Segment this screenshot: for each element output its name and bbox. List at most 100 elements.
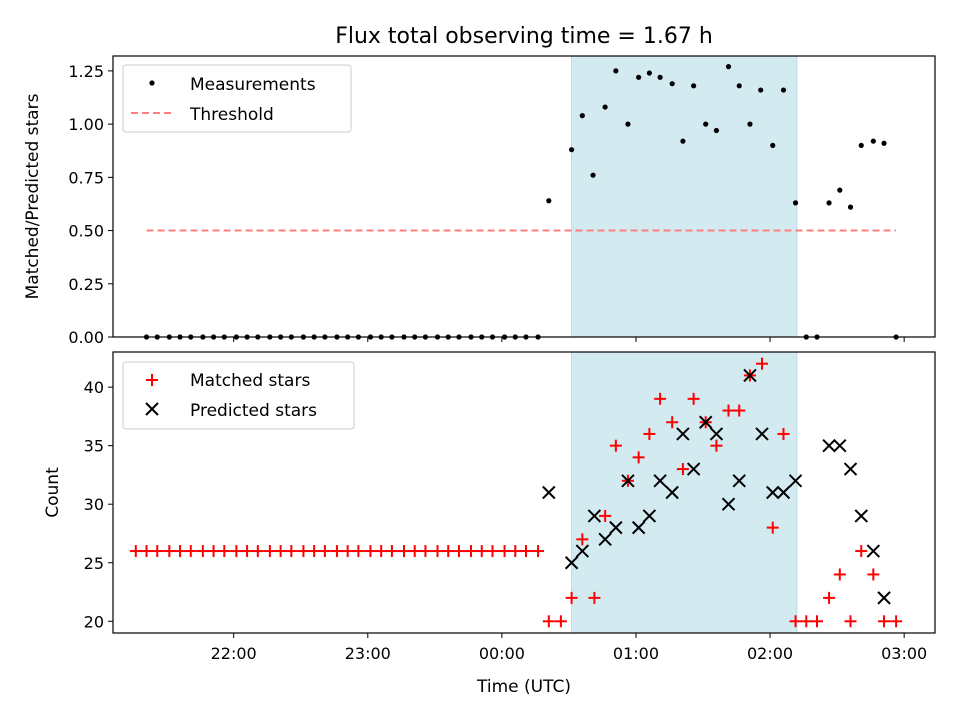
matched-star-point [129, 545, 142, 558]
matched-star-point [408, 545, 421, 558]
predicted-star-point [665, 485, 679, 500]
matched-star-point [431, 545, 444, 558]
predicted-star-point [609, 520, 623, 535]
matched-star-point [452, 545, 465, 558]
legend-marker-matched-stars [146, 374, 158, 386]
legend-marker-measurements [149, 80, 155, 86]
y-tick-label: 20 [84, 612, 104, 631]
predicted-star-point [587, 509, 602, 523]
measurement-point [780, 87, 787, 93]
matched-star-point [509, 545, 522, 558]
predicted-star-point [721, 497, 736, 511]
top-x-axis-ticks [233, 337, 905, 342]
measurement-point [837, 187, 843, 193]
predicted-star-point [776, 485, 791, 500]
measurement-point [770, 142, 776, 149]
bottom-y-axis-label: Count [43, 467, 63, 518]
matched-star-point [800, 615, 813, 628]
y-tick-label: 0.75 [68, 168, 104, 187]
matched-star-point [733, 404, 746, 417]
matched-star-point [599, 509, 612, 522]
matched-star-point [385, 545, 398, 558]
measurement-point [613, 68, 619, 74]
matched-star-point [654, 392, 667, 405]
predicted-star-point [732, 474, 746, 488]
top-y-axis-label: Matched/Predicted stars [23, 93, 43, 299]
matched-star-point [520, 545, 533, 558]
measurement-point [847, 204, 854, 210]
x-tick-label: 01:00 [613, 644, 659, 663]
bottom-x-axis-ticks: 22:00 23:00 00:00 01:00 02:00 03:00 [211, 633, 927, 663]
predicted-star-point [709, 427, 724, 441]
matched-star-point [676, 463, 689, 476]
matched-star-point [318, 545, 331, 558]
matched-star-point [465, 545, 478, 558]
predicted-star-point [653, 474, 667, 488]
measurement-point [758, 87, 764, 93]
measurement-point [881, 140, 887, 146]
predicted-star-point [843, 462, 858, 476]
matched-star-point [855, 545, 868, 558]
x-tick-label: 03:00 [881, 644, 927, 663]
measurement-point [680, 138, 686, 144]
measurement-point [569, 147, 575, 153]
matched-star-point [263, 545, 276, 558]
observing-window-band [571, 351, 798, 634]
matched-star-point [844, 615, 857, 628]
measurement-point [736, 83, 742, 89]
chart-title: Flux total observing time = 1.67 h [335, 24, 713, 49]
predicted-star-point [564, 556, 579, 570]
top-observing-window [571, 55, 798, 338]
x-axis-label: Time (UTC) [476, 677, 571, 697]
matched-star-point [554, 615, 567, 628]
matched-star-point [241, 545, 254, 558]
measurement-point [636, 74, 642, 80]
predicted-star-point [788, 474, 803, 488]
measurement-point [646, 70, 652, 76]
matched-star-point [364, 545, 377, 558]
predicted-star-point [755, 427, 769, 441]
measurement-point [792, 200, 799, 206]
matched-star-point [163, 545, 176, 558]
predicted-star-point [598, 532, 612, 547]
legend-label-measurements: Measurements [190, 75, 316, 95]
measurement-point [826, 200, 832, 206]
matched-star-point [823, 591, 836, 604]
measurement-point [657, 74, 663, 80]
measurement-point [870, 138, 876, 144]
matched-star-point [878, 615, 891, 628]
x-tick-label: 23:00 [345, 644, 391, 663]
matched-star-point [308, 545, 321, 558]
y-tick-label: 0.00 [68, 328, 104, 347]
matched-star-point [419, 545, 432, 558]
measurement-point [546, 198, 552, 204]
matched-star-point [867, 568, 880, 581]
y-tick-label: 25 [84, 554, 104, 573]
top-y-axis-ticks: 0.00 0.25 0.50 0.75 1.00 1.25 [68, 62, 113, 347]
matched-star-point [341, 545, 354, 558]
legend-label-predicted-stars: Predicted stars [190, 401, 317, 421]
bottom-series-layer [129, 357, 903, 628]
matched-star-point [251, 545, 264, 558]
matched-star-point [609, 439, 622, 452]
top-legend: Measurements Threshold [122, 64, 352, 133]
matched-star-point [632, 451, 645, 464]
matched-star-point [230, 545, 243, 558]
predicted-star-point [854, 509, 868, 523]
matched-star-point [285, 545, 298, 558]
matched-star-point [687, 392, 700, 405]
bottom-panel-counts: 20 25 30 35 40 22:00 23:00 00:00 01:00 02:00 03:0… [43, 351, 936, 697]
bottom-legend-box [122, 361, 355, 430]
predicted-star-point [575, 544, 590, 558]
legend-label-threshold: Threshold [189, 105, 274, 125]
matched-star-point [184, 545, 197, 558]
bottom-plot-frame [112, 351, 936, 634]
predicted-star-point [642, 509, 657, 523]
x-tick-label: 02:00 [747, 644, 793, 663]
matched-star-point [375, 545, 388, 558]
matched-star-point [397, 545, 410, 558]
legend-marker-predicted-stars [145, 402, 159, 416]
matched-star-point [542, 615, 555, 628]
matched-star-point [666, 416, 679, 429]
predicted-star-point [833, 438, 847, 453]
